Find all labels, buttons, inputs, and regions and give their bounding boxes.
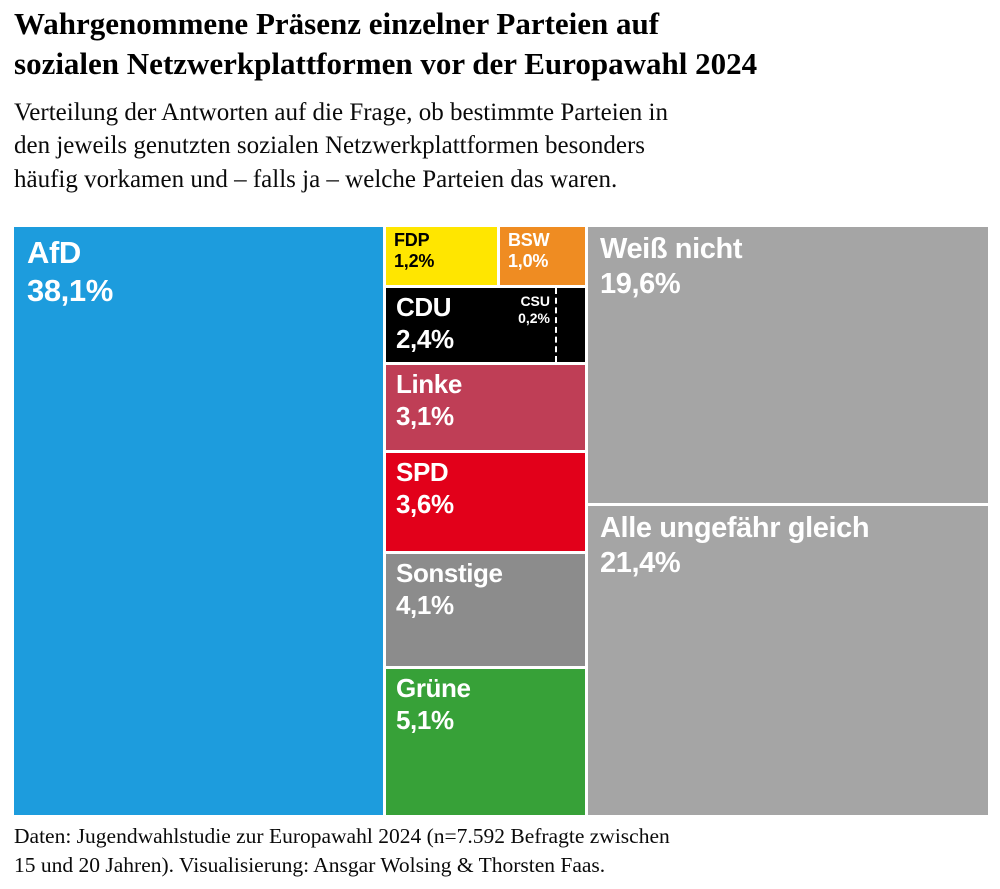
tile-value: 3,6%: [396, 488, 454, 519]
tile-label: Grüne: [396, 673, 471, 703]
treemap-tile-fdp: FDP 1,2%: [386, 227, 497, 285]
tile-value: 2,4%: [396, 323, 454, 354]
tile-value: 1,2%: [394, 251, 435, 272]
treemap: AfD 38,1% FDP 1,2% BSW 1,0% CDU 2,4% CSU 0,2% Link…: [14, 227, 988, 815]
footer-line-2: 15 und 20 Jahren). Visualisierung: Ansga…: [14, 853, 606, 878]
treemap-tile-afd: AfD 38,1%: [14, 227, 383, 815]
subtitle-line-3: häufig vorkamen und – falls ja – welche …: [14, 165, 618, 193]
treemap-tile-csu: CSU 0,2%: [518, 293, 550, 327]
tile-value: 19,6%: [600, 268, 681, 301]
tile-value: 38,1%: [27, 272, 113, 308]
tile-value: 21,4%: [600, 547, 681, 580]
treemap-tile-linke: Linke 3,1%: [386, 365, 585, 450]
tile-label: AfD: [27, 235, 81, 270]
tile-label: Linke: [396, 369, 462, 399]
treemap-tile-spd: SPD 3,6%: [386, 453, 585, 551]
tile-value: 0,2%: [518, 309, 550, 326]
chart-subtitle: Verteilung der Antworten auf die Frage, …: [14, 96, 979, 196]
treemap-tile-weiss-nicht: Weiß nicht 19,6%: [588, 227, 988, 503]
subtitle-line-2: den jeweils genutzten sozialen Netzwerkp…: [14, 132, 646, 160]
tile-value: 3,1%: [396, 400, 454, 431]
subtitle-line-1: Verteilung der Antworten auf die Frage, …: [14, 99, 668, 126]
tile-label: CDU: [396, 292, 452, 322]
treemap-tile-alle-ungefaehr-gleich: Alle ungefähr gleich 21,4%: [588, 506, 988, 815]
tile-label: Weiß nicht: [600, 233, 743, 265]
tile-label: BSW: [508, 230, 550, 250]
treemap-tile-sonstige: Sonstige 4,1%: [386, 554, 585, 666]
tile-label: Alle ungefähr gleich: [600, 512, 870, 544]
page-title-line-1: Wahrgenommene Präsenz einzelner Parteien…: [14, 6, 660, 41]
treemap-tile-bsw: BSW 1,0%: [500, 227, 585, 285]
page-title: Wahrgenommene Präsenz einzelner Parteien…: [14, 4, 992, 83]
footer-caption: Daten: Jugendwahlstudie zur Europawahl 2…: [14, 822, 989, 880]
tile-label: SPD: [396, 457, 449, 487]
tile-value: 5,1%: [396, 704, 454, 735]
tile-label: Sonstige: [396, 558, 503, 588]
treemap-tile-cdu: CDU 2,4% CSU 0,2%: [386, 288, 585, 362]
tile-label: CSU: [520, 293, 550, 309]
treemap-tile-gruene: Grüne 5,1%: [386, 669, 585, 815]
tile-label: FDP: [394, 230, 430, 250]
footer-line-1: Daten: Jugendwahlstudie zur Europawahl 2…: [14, 824, 670, 848]
tile-value: 4,1%: [396, 589, 454, 620]
tile-value: 1,0%: [508, 251, 549, 272]
csu-dashed-divider: [555, 288, 557, 362]
page-title-line-2: sozialen Netzwerkplattformen vor der Eur…: [14, 45, 758, 81]
